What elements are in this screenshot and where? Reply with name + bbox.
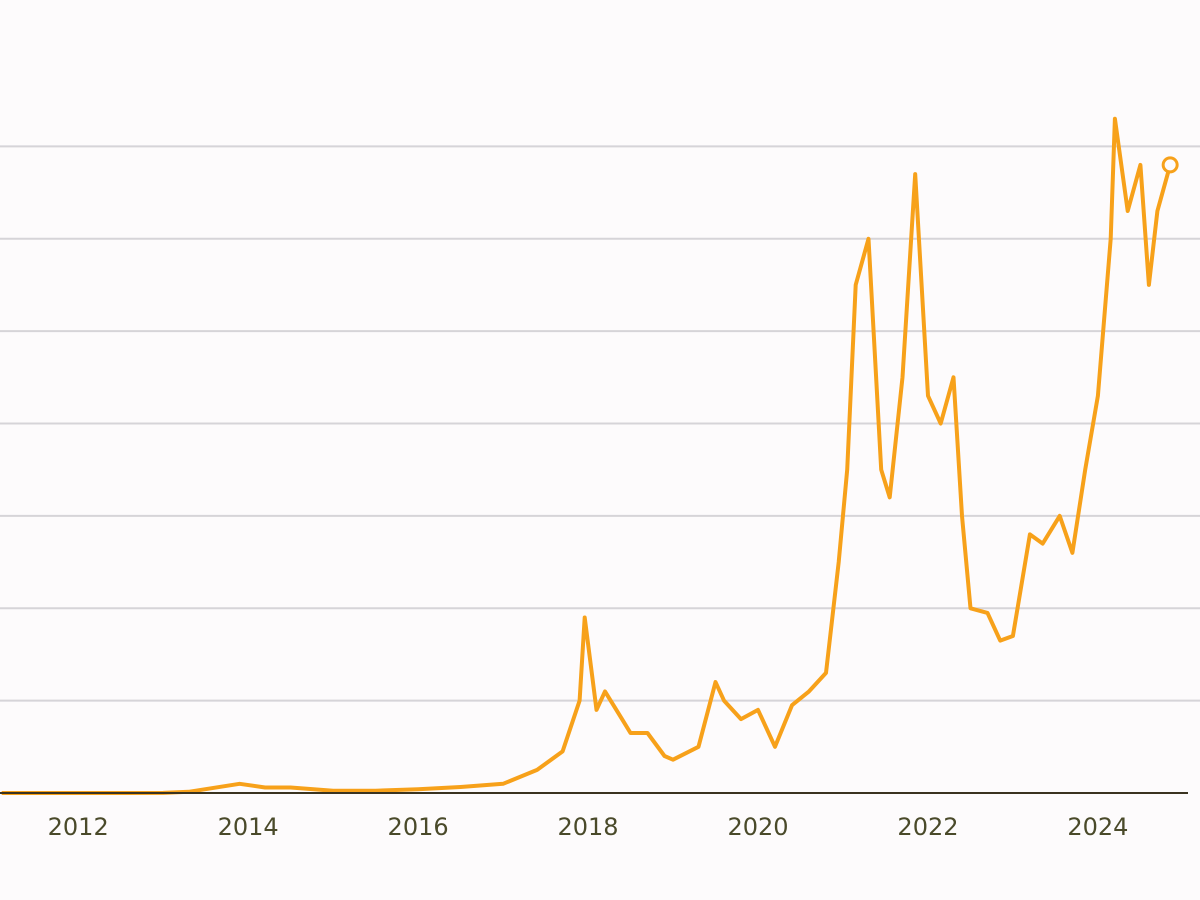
price-line <box>1 116 1173 795</box>
x-tick-label: 2024 <box>1067 813 1128 841</box>
x-tick-label: 2016 <box>388 813 449 841</box>
end-marker <box>1161 156 1179 174</box>
x-tick-label: 2018 <box>558 813 619 841</box>
x-tick-label: 2020 <box>727 813 788 841</box>
x-tick-label: 2012 <box>48 813 109 841</box>
x-tick-label: 2022 <box>897 813 958 841</box>
x-tick-label: 2014 <box>218 813 279 841</box>
